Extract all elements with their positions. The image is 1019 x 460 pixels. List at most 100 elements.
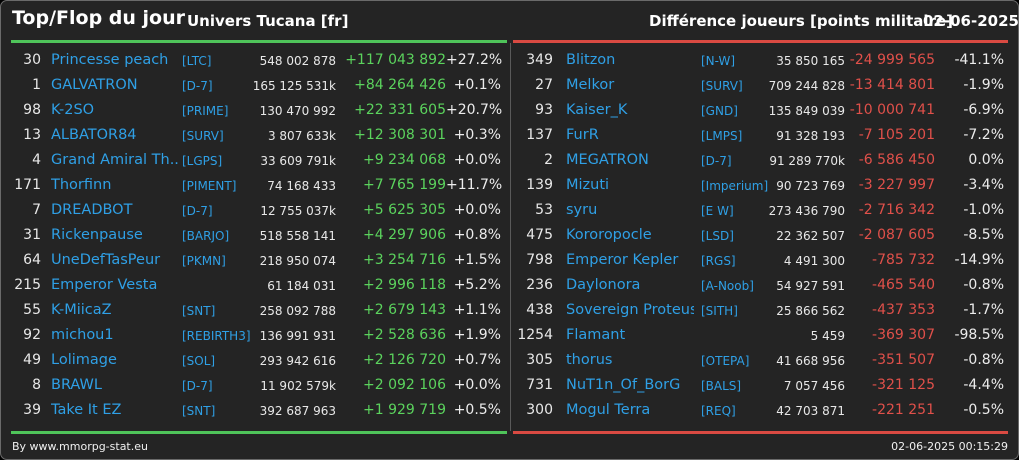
points-change: -351 507 bbox=[872, 352, 935, 368]
player-points: 74 168 433 bbox=[267, 179, 336, 193]
percent-change: -0.8% bbox=[963, 352, 1004, 368]
player-row: 1 GALVATRON [D-7] 165 125 531k +84 264 426 +0… bbox=[1, 73, 510, 98]
player-name-link[interactable]: Grand Amiral Th... bbox=[51, 152, 179, 168]
alliance-tag-link[interactable]: [Imperium] bbox=[701, 179, 769, 193]
player-name-link[interactable]: Daylonora bbox=[566, 277, 641, 293]
alliance-tag-link[interactable]: [SURV] bbox=[701, 79, 743, 93]
percent-change: +1.9% bbox=[453, 327, 501, 343]
player-name-link[interactable]: syru bbox=[566, 202, 598, 218]
player-name-link[interactable]: Princesse peach bbox=[51, 52, 169, 68]
alliance-tag-link[interactable]: [D-7] bbox=[182, 379, 213, 393]
points-change: +5 625 305 bbox=[363, 202, 446, 218]
player-name-link[interactable]: Flamant bbox=[566, 327, 626, 343]
player-points: 273 436 790 bbox=[768, 204, 845, 218]
player-name-link[interactable]: Rickenpause bbox=[51, 227, 143, 243]
alliance-tag-link[interactable]: [GND] bbox=[701, 104, 738, 118]
player-rank: 1254 bbox=[517, 327, 553, 343]
percent-change: -3.4% bbox=[963, 177, 1004, 193]
alliance-tag-link[interactable]: [REBIRTH3] bbox=[182, 329, 250, 343]
alliance-tag-link[interactable]: [D-7] bbox=[182, 204, 213, 218]
player-name-link[interactable]: Lolimage bbox=[51, 352, 117, 368]
alliance-tag-link[interactable]: [REQ] bbox=[701, 404, 736, 418]
alliance-tag-link[interactable]: [BARJO] bbox=[182, 229, 230, 243]
alliance-tag-link[interactable]: [SOL] bbox=[182, 354, 216, 368]
player-name-link[interactable]: Mogul Terra bbox=[566, 402, 651, 418]
player-row: 98 K-2SO [PRIME] 130 470 992 +22 331 605 +20.… bbox=[1, 98, 510, 123]
points-change: +7 765 199 bbox=[363, 177, 446, 193]
points-change: +2 528 636 bbox=[363, 327, 446, 343]
player-rank: 475 bbox=[526, 227, 553, 243]
percent-change: -7.2% bbox=[963, 127, 1004, 143]
player-name-link[interactable]: ALBATOR84 bbox=[51, 127, 137, 143]
points-change: -465 540 bbox=[872, 277, 935, 293]
player-row: 31 Rickenpause [BARJO] 518 558 141 +4 297 90… bbox=[1, 223, 510, 248]
alliance-tag-link[interactable]: [LMPS] bbox=[701, 129, 743, 143]
player-name-link[interactable]: Take It EZ bbox=[51, 402, 122, 418]
player-name-link[interactable]: Kororopocle bbox=[566, 227, 652, 243]
player-name-link[interactable]: UneDefTasPeur bbox=[51, 252, 161, 268]
player-name-link[interactable]: Melkor bbox=[566, 77, 615, 93]
alliance-tag-link[interactable]: [A-Noob] bbox=[701, 279, 754, 293]
alliance-tag-link[interactable]: [SNT] bbox=[182, 304, 216, 318]
player-name-link[interactable]: Sovereign Proteus bbox=[566, 302, 694, 318]
player-name-link[interactable]: Blitzon bbox=[566, 52, 616, 68]
player-name-link[interactable]: Thorfinn bbox=[51, 177, 112, 193]
alliance-tag-link[interactable]: [SNT] bbox=[182, 404, 216, 418]
player-row: 137 FurR [LMPS] 91 328 193 -7 105 201 -7.2% bbox=[511, 123, 1018, 148]
player-name-link[interactable]: Emperor Kepler bbox=[566, 252, 679, 268]
player-rank: 55 bbox=[23, 302, 41, 318]
percent-change: +0.0% bbox=[453, 377, 501, 393]
player-name-link[interactable]: Kaiser_K bbox=[566, 102, 628, 118]
player-row: 27 Melkor [SURV] 709 244 828 -13 414 801 -1.9… bbox=[511, 73, 1018, 98]
alliance-tag-link[interactable]: [LGPS] bbox=[182, 154, 223, 168]
player-points: 218 950 074 bbox=[259, 254, 336, 268]
points-change: +117 043 892 bbox=[345, 52, 446, 68]
alliance-tag-link[interactable]: [SURV] bbox=[182, 129, 224, 143]
player-name-link[interactable]: thorus bbox=[566, 352, 613, 368]
player-name-link[interactable]: DREADBOT bbox=[51, 202, 133, 218]
player-row: 13 ALBATOR84 [SURV] 3 807 633k +12 308 301 +0… bbox=[1, 123, 510, 148]
player-rank: 2 bbox=[544, 152, 553, 168]
alliance-tag-link[interactable]: [LSD] bbox=[701, 229, 734, 243]
player-rank: 438 bbox=[526, 302, 553, 318]
player-name-link[interactable]: Mizuti bbox=[566, 177, 610, 193]
player-name-link[interactable]: K-2SO bbox=[51, 102, 95, 118]
alliance-tag-link[interactable]: [PIMENT] bbox=[182, 179, 237, 193]
player-row: 171 Thorfinn [PIMENT] 74 168 433 +7 765 199 +… bbox=[1, 173, 510, 198]
alliance-tag-link[interactable]: [OTEPA] bbox=[701, 354, 750, 368]
player-points: 136 991 931 bbox=[259, 329, 336, 343]
player-name-link[interactable]: BRAWL bbox=[51, 377, 102, 393]
player-rank: 64 bbox=[23, 252, 41, 268]
player-name-link[interactable]: Emperor Vesta bbox=[51, 277, 158, 293]
percent-change: -0.8% bbox=[963, 277, 1004, 293]
alliance-tag-link[interactable]: [N-W] bbox=[701, 54, 736, 68]
percent-change: +27.2% bbox=[446, 52, 503, 68]
player-row: 4 Grand Amiral Th... [LGPS] 33 609 791k +9 2… bbox=[1, 148, 510, 173]
percent-change: +0.7% bbox=[453, 352, 501, 368]
player-name-link[interactable]: GALVATRON bbox=[51, 77, 138, 93]
player-name-link[interactable]: MEGATRON bbox=[566, 152, 649, 168]
player-rank: 215 bbox=[14, 277, 41, 293]
alliance-tag-link[interactable]: [SITH] bbox=[701, 304, 738, 318]
player-rank: 13 bbox=[23, 127, 41, 143]
player-name-link[interactable]: FurR bbox=[566, 127, 599, 143]
player-name-link[interactable]: K-MiicaZ bbox=[51, 302, 112, 318]
player-rank: 731 bbox=[526, 377, 553, 393]
player-name-link[interactable]: NuT1n_Of_BorG bbox=[566, 377, 681, 393]
percent-change: -1.9% bbox=[963, 77, 1004, 93]
alliance-tag-link[interactable]: [D-7] bbox=[182, 79, 213, 93]
alliance-tag-link[interactable]: [PKMN] bbox=[182, 254, 226, 268]
alliance-tag-link[interactable]: [E W] bbox=[701, 204, 734, 218]
player-name-link[interactable]: michou1 bbox=[51, 327, 114, 343]
alliance-tag-link[interactable]: [BALS] bbox=[701, 379, 742, 393]
player-points: 41 668 956 bbox=[776, 354, 845, 368]
player-row: 53 syru [E W] 273 436 790 -2 716 342 -1.0% bbox=[511, 198, 1018, 223]
player-points: 12 755 037k bbox=[260, 204, 336, 218]
alliance-tag-link[interactable]: [D-7] bbox=[701, 154, 732, 168]
player-rank: 798 bbox=[526, 252, 553, 268]
percent-change: 0.0% bbox=[968, 152, 1004, 168]
alliance-tag-link[interactable]: [PRIME] bbox=[182, 104, 229, 118]
alliance-tag-link[interactable]: [LTC] bbox=[182, 54, 212, 68]
player-row: 92 michou1 [REBIRTH3] 136 991 931 +2 528 636… bbox=[1, 323, 510, 348]
alliance-tag-link[interactable]: [RGS] bbox=[701, 254, 736, 268]
